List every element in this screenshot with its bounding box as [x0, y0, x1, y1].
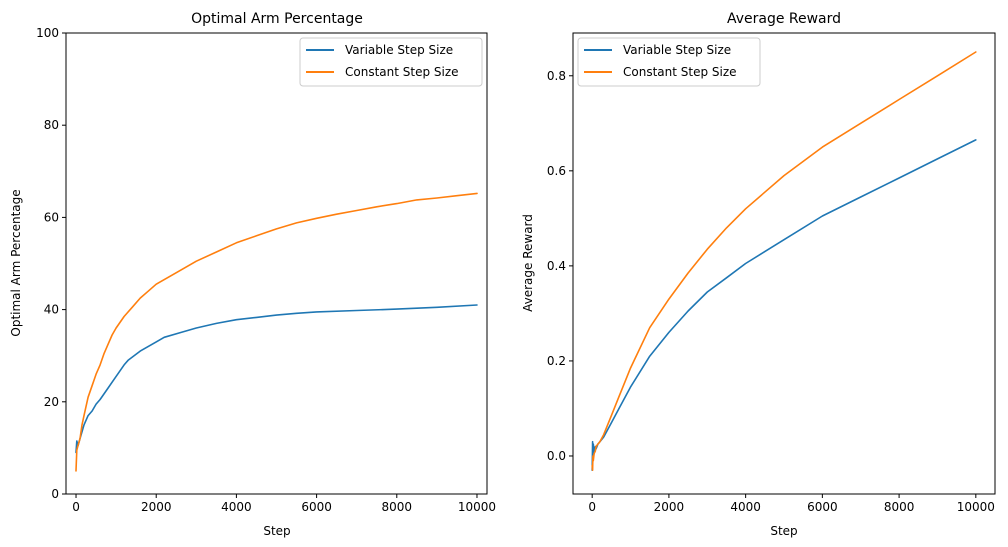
- axis-ticks: 0 2000 4000 6000 8000 10000 0 20 40 60 80 100: [36, 26, 496, 514]
- x-tick-label: 4000: [221, 500, 252, 514]
- plot-frame: [65, 32, 488, 495]
- legend: Variable Step Size Constant Step Size: [299, 37, 483, 87]
- y-tick-label: 0: [51, 487, 59, 501]
- legend-box: [577, 37, 761, 87]
- legend-label-variable: Variable Step Size: [623, 43, 731, 57]
- series-line-constant-step-size: [75, 192, 478, 472]
- legend: Variable Step Size Constant Step Size: [577, 37, 761, 87]
- chart-average-reward: Average Reward Step Average Reward 0 2000…: [521, 11, 996, 538]
- y-tick-label: 60: [44, 210, 59, 224]
- x-axis-label: Step: [263, 524, 290, 538]
- x-tick-label: 10000: [957, 500, 995, 514]
- x-tick-label: 8000: [884, 500, 915, 514]
- x-tick-label: 6000: [807, 500, 838, 514]
- legend-label-variable: Variable Step Size: [345, 43, 453, 57]
- x-tick-label: 0: [588, 500, 596, 514]
- chart-title: Average Reward: [727, 11, 841, 27]
- legend-label-constant: Constant Step Size: [345, 65, 459, 79]
- chart-optimal-arm: Optimal Arm Percentage Step Optimal Arm …: [9, 11, 496, 538]
- y-tick-label: 0.4: [547, 259, 566, 273]
- x-axis-label: Step: [770, 524, 797, 538]
- y-tick-label: 100: [36, 26, 59, 40]
- x-tick-label: 4000: [730, 500, 761, 514]
- plot-frame: [572, 32, 996, 495]
- plot-lines: [591, 51, 977, 472]
- chart-title: Optimal Arm Percentage: [191, 11, 363, 27]
- x-tick-label: 0: [72, 500, 80, 514]
- x-tick-label: 10000: [458, 500, 496, 514]
- y-axis-label: Optimal Arm Percentage: [9, 189, 23, 336]
- y-tick-label: 80: [44, 118, 59, 132]
- y-tick-label: 40: [44, 303, 59, 317]
- series-line-constant-step-size: [591, 51, 977, 472]
- legend-box: [299, 37, 483, 87]
- plot-lines: [75, 192, 478, 472]
- x-tick-label: 6000: [301, 500, 332, 514]
- legend-label-constant: Constant Step Size: [623, 65, 737, 79]
- y-axis-label: Average Reward: [521, 214, 535, 312]
- y-tick-label: 0.8: [547, 69, 566, 83]
- y-tick-label: 20: [44, 395, 59, 409]
- x-tick-label: 8000: [382, 500, 413, 514]
- y-tick-label: 0.0: [547, 449, 566, 463]
- x-tick-label: 2000: [654, 500, 685, 514]
- axis-ticks: 0 2000 4000 6000 8000 10000 0.0 0.2 0.4 0.6 0.8: [547, 69, 995, 514]
- y-tick-label: 0.6: [547, 164, 566, 178]
- x-tick-label: 2000: [141, 500, 172, 514]
- y-tick-label: 0.2: [547, 354, 566, 368]
- series-line-variable-step-size: [75, 304, 478, 454]
